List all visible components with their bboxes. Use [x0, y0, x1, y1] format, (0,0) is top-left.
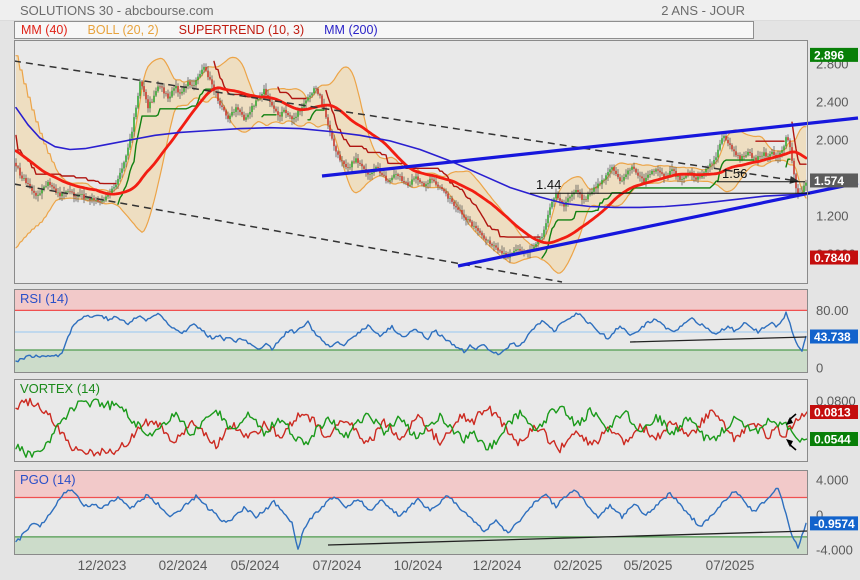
price-badge-1.574-text: 1.574 [814, 174, 844, 188]
date-axis-label: 05/2024 [231, 558, 280, 573]
rsi-axis-label: 0 [816, 361, 823, 376]
date-axis-label: 02/2024 [159, 558, 208, 573]
date-axis-label: 02/2025 [554, 558, 603, 573]
pgo-badge-text: -0.9574 [814, 517, 855, 531]
rsi-badge-text: 43.738 [814, 330, 851, 344]
vortex-badge-0.0813-text: 0.0813 [814, 406, 851, 420]
date-axis-label: 12/2023 [78, 558, 127, 573]
date-axis-label: 10/2024 [394, 558, 443, 573]
vortex-badge-0.0544-text: 0.0544 [814, 433, 851, 447]
level-label-1.44: 1.44 [536, 177, 561, 192]
rsi-panel-label: RSI (14) [20, 291, 68, 306]
price-badge-0.7840-text: 0.7840 [814, 251, 851, 265]
date-axis-label: 07/2024 [313, 558, 362, 573]
date-axis-label: 07/2025 [706, 558, 755, 573]
rsi-axis-label: 80.00 [816, 303, 849, 318]
price-axis-label: 2.000 [816, 133, 849, 148]
pgo-axis-label: -4.000 [816, 543, 853, 558]
chart-app: SOLUTIONS 30 - abcbourse.com 2 ANS - JOU… [0, 0, 860, 580]
level-label-1.56: 1.56 [722, 166, 747, 181]
charts-canvas[interactable]: 1.441.562.8002.4002.0001.6001.2000.80002… [0, 0, 860, 580]
price-axis-label: 2.400 [816, 95, 849, 110]
date-axis-label: 12/2024 [473, 558, 522, 573]
vortex-panel-label: VORTEX (14) [20, 381, 100, 396]
date-axis-label: 05/2025 [624, 558, 673, 573]
pgo-axis-label: 4.000 [816, 473, 849, 488]
pgo-panel-label: PGO (14) [20, 472, 76, 487]
price-axis-label: 1.200 [816, 209, 849, 224]
price-badge-2.896-text: 2.896 [814, 48, 844, 62]
